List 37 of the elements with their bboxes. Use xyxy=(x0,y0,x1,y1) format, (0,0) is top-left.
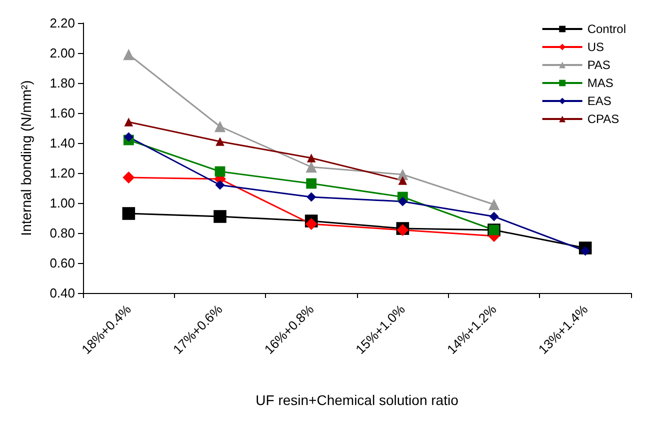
legend-label: EAS xyxy=(587,94,612,108)
point xyxy=(306,178,317,189)
point xyxy=(124,118,134,126)
y-tick-label: 2.00 xyxy=(50,46,75,60)
point xyxy=(489,212,499,222)
y-tick-label: 0.60 xyxy=(50,256,75,270)
y-tick-label: 1.20 xyxy=(50,166,75,180)
point xyxy=(398,176,408,185)
point xyxy=(216,137,224,146)
point xyxy=(306,161,317,173)
x-axis-title: UF resin+Chemical solution ratio xyxy=(256,392,459,408)
y-tick-label: 1.00 xyxy=(50,196,75,210)
point xyxy=(488,198,500,210)
legend-label: CPAS xyxy=(587,112,620,126)
y-tick-label: 0.80 xyxy=(50,226,75,240)
point xyxy=(214,210,226,223)
legend-label: PAS xyxy=(587,58,610,72)
legend-label: Control xyxy=(587,22,626,36)
point xyxy=(214,166,226,177)
point xyxy=(215,180,225,190)
point xyxy=(305,218,318,230)
point xyxy=(398,196,408,206)
point xyxy=(122,172,135,184)
point xyxy=(214,120,226,132)
legend-label: MAS xyxy=(587,76,614,90)
y-axis-title: Internal bonding (N/mm²) xyxy=(18,80,34,236)
y-tick-label: 1.40 xyxy=(50,136,75,150)
y-tick-label: 0.40 xyxy=(50,286,75,300)
point xyxy=(306,192,316,202)
legend-label: US xyxy=(587,40,604,54)
point xyxy=(122,207,136,220)
y-tick-label: 1.80 xyxy=(50,76,75,90)
point xyxy=(306,154,316,162)
y-tick-label: 1.60 xyxy=(50,106,75,120)
point xyxy=(124,132,134,142)
point xyxy=(123,48,134,60)
y-tick-label: 2.20 xyxy=(50,16,75,30)
